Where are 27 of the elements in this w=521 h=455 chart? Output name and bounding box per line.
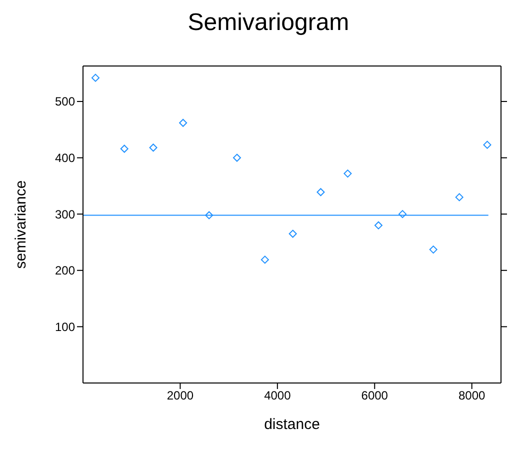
chart-title: Semivariogram (186, 8, 350, 38)
point (149, 144, 158, 152)
point (455, 193, 464, 202)
point (120, 144, 128, 153)
point (232, 154, 241, 162)
y-tick-label: 400 (54, 151, 76, 166)
point (288, 230, 297, 238)
point (179, 118, 188, 127)
point (344, 170, 352, 178)
point (205, 211, 214, 220)
x-tick-label: 6000 (361, 388, 388, 403)
point (374, 221, 382, 230)
y-tick-label: 100 (54, 320, 76, 334)
x-tick-label: 8000 (458, 388, 486, 403)
y-tick-label: 500 (54, 94, 76, 109)
x-tick-label: 4000 (264, 388, 292, 403)
point (483, 140, 492, 149)
point (429, 246, 438, 254)
point (91, 74, 100, 82)
point (398, 210, 407, 218)
point (316, 188, 325, 196)
point (260, 256, 269, 264)
x-axis-title: distance (264, 416, 320, 433)
x-tick-label: 2000 (166, 388, 194, 403)
y-tick-label: 200 (54, 264, 76, 278)
y-tick-label: 300 (54, 207, 76, 222)
y-axis-title: semivariance (12, 180, 30, 269)
